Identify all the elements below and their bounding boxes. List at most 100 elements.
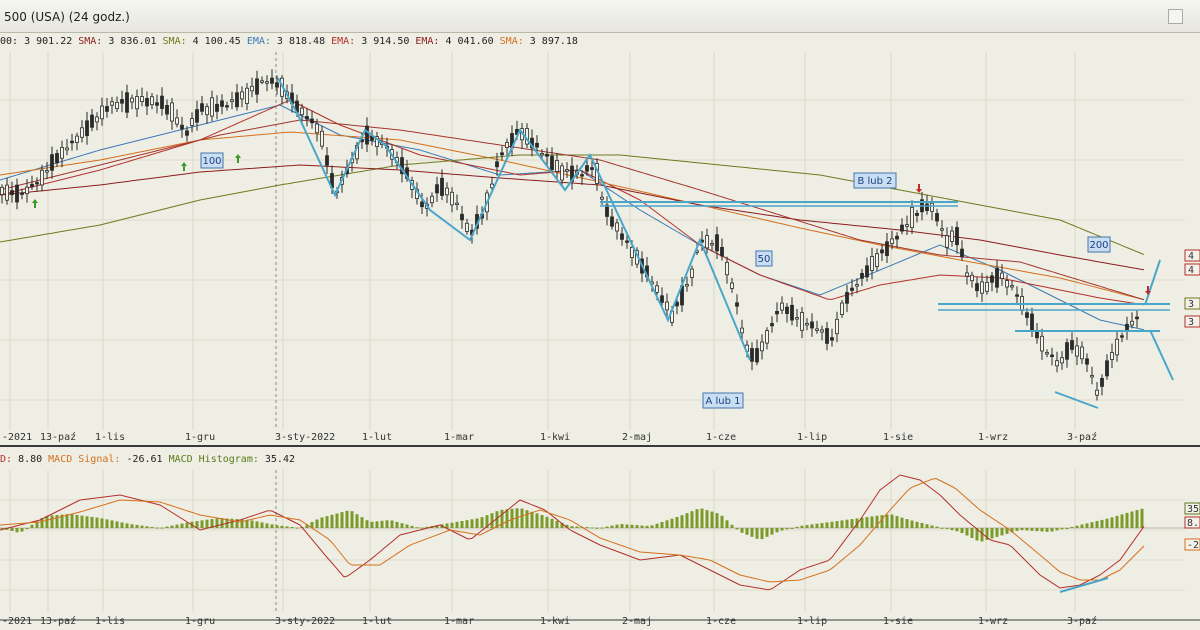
- candle-body: [910, 206, 914, 228]
- candle-body: [135, 96, 139, 110]
- macd-histogram-bar: [830, 521, 834, 528]
- indicator-legend-value: 4 041.60: [445, 36, 494, 47]
- candle-body: [655, 285, 659, 293]
- macd-histogram-bar: [940, 527, 944, 529]
- macd-histogram-bar: [290, 527, 294, 528]
- candle-body: [125, 92, 129, 113]
- macd-histogram-bar: [295, 527, 299, 529]
- macd-histogram-bar: [925, 524, 929, 529]
- macd-histogram-bar: [285, 526, 289, 528]
- macd-histogram-bar: [1085, 523, 1089, 528]
- x-tick-label: 1-lis: [95, 616, 125, 627]
- macd-histogram-bar: [1025, 528, 1029, 531]
- candle-body: [925, 203, 929, 211]
- macd-histogram-bar: [730, 524, 734, 528]
- candle-body: [610, 216, 614, 227]
- candle-body: [800, 312, 804, 331]
- indicator-legend-label: SMA:: [499, 36, 530, 47]
- x-tick-label: 1-lip: [797, 432, 827, 443]
- candle-body: [890, 238, 894, 244]
- indicator-legend-item: EMA: 3 818.48: [247, 36, 325, 47]
- macd-histogram-bar: [125, 523, 129, 528]
- macd-histogram-bar: [1030, 528, 1034, 531]
- macd-badge: [1184, 538, 1200, 551]
- candle-body: [30, 183, 34, 187]
- candle-body: [870, 256, 874, 271]
- candle-body: [265, 81, 269, 84]
- indicator-legend-item: EMA: 3 914.50: [331, 36, 409, 47]
- macd-histogram-bar: [945, 528, 949, 529]
- macd-histogram-bar: [65, 514, 69, 528]
- candle-body: [35, 182, 39, 185]
- macd-histogram-bar: [1135, 510, 1139, 528]
- macd-histogram-bar: [875, 515, 879, 528]
- macd-histogram-bar: [700, 508, 704, 528]
- candle-body: [500, 152, 504, 156]
- macd-histogram-bar: [525, 510, 529, 528]
- candle-body: [665, 301, 669, 311]
- macd-histogram-bar: [350, 511, 354, 528]
- candle-body: [975, 283, 979, 292]
- candle-body: [1110, 352, 1114, 360]
- macd-histogram-bar: [915, 521, 919, 529]
- macd-histogram-bar: [805, 525, 809, 528]
- macd-histogram-bar: [1040, 528, 1044, 532]
- x-tick-label: 3-sty-2022: [275, 432, 335, 443]
- candle-body: [1105, 360, 1109, 377]
- candle-body: [365, 125, 369, 145]
- macd-histogram-bar: [520, 508, 524, 528]
- macd-histogram-bar: [1115, 515, 1119, 528]
- macd-histogram-bar: [1065, 528, 1069, 529]
- candle-body: [215, 103, 219, 112]
- window-close-button[interactable]: [1168, 9, 1183, 24]
- macd-histogram-bar: [1010, 528, 1014, 533]
- candle-body: [1135, 316, 1139, 320]
- macd-legend-label: D:: [0, 454, 19, 465]
- indicator-legend-label: EMA:: [415, 36, 446, 47]
- candle-body: [775, 310, 779, 315]
- macd-histogram-bar: [655, 523, 659, 528]
- macd-histogram-bar: [550, 518, 554, 528]
- macd-histogram-bar: [85, 516, 89, 528]
- macd-histogram-bar: [765, 528, 769, 537]
- macd-histogram-bar: [665, 520, 669, 528]
- candle-body: [1005, 280, 1009, 288]
- candle-body: [720, 246, 724, 257]
- x-tick-label: 2-maj: [622, 432, 652, 443]
- candle-body: [825, 328, 829, 344]
- candle-body: [310, 118, 314, 124]
- macd-badge: [1184, 502, 1200, 515]
- macd-histogram-bar: [555, 520, 559, 528]
- scenario-up-line: [1144, 259, 1161, 306]
- price-badge-label: 3: [1188, 317, 1194, 328]
- candle-body: [1015, 294, 1019, 297]
- macd-badge-label: 35: [1187, 504, 1199, 515]
- macd-histogram-bar: [690, 511, 694, 528]
- candle-body: [755, 348, 759, 363]
- macd-histogram-bar: [870, 516, 874, 528]
- macd-histogram-bar: [340, 512, 344, 528]
- macd-histogram-bar: [330, 514, 334, 528]
- macd-histogram-bar: [205, 519, 209, 528]
- macd-histogram-bar: [435, 525, 439, 528]
- macd-histogram-bar: [1095, 521, 1099, 528]
- macd-histogram-bar: [70, 514, 74, 528]
- candle-body: [300, 107, 304, 116]
- macd-histogram-bar: [630, 524, 634, 528]
- price-badge: [1184, 249, 1200, 262]
- macd-histogram-bar: [510, 508, 514, 528]
- macd-histogram-bar: [115, 521, 119, 528]
- price-badge-label: 3: [1188, 299, 1194, 310]
- macd-histogram-bar: [415, 527, 419, 529]
- macd-histogram-bar: [735, 528, 739, 530]
- macd-histogram-bar: [270, 524, 274, 528]
- candle-body: [580, 174, 584, 177]
- candle-body: [675, 301, 679, 307]
- candle-body: [970, 274, 974, 282]
- candle-body: [375, 136, 379, 148]
- candle-body: [85, 120, 89, 137]
- macd-histogram-bar: [1110, 517, 1114, 528]
- candle-body: [955, 227, 959, 246]
- x-tick-label: 1-mar: [444, 432, 474, 443]
- macd-badge-label: 8.: [1187, 518, 1199, 529]
